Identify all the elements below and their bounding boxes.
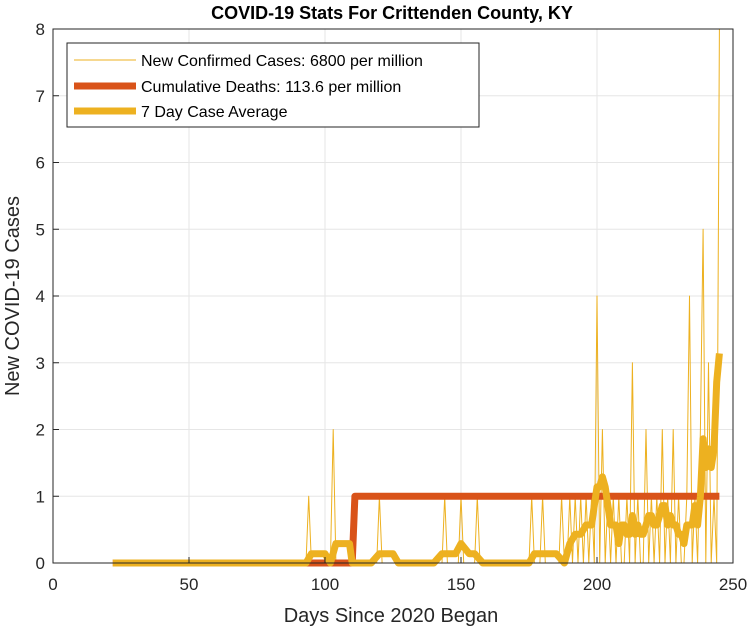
y-tick-label: 6 xyxy=(36,154,45,173)
legend-label-7-day-average: 7 Day Case Average xyxy=(141,104,288,121)
y-tick-label: 4 xyxy=(36,287,45,306)
x-axis-label: Days Since 2020 Began xyxy=(284,605,499,627)
y-tick-label: 2 xyxy=(36,421,45,440)
y-tick-label: 0 xyxy=(36,554,45,573)
chart-title: COVID-19 Stats For Crittenden County, KY xyxy=(211,3,573,23)
x-tick-label: 50 xyxy=(180,575,199,594)
y-tick-label: 8 xyxy=(36,20,45,39)
x-tick-label: 250 xyxy=(719,575,747,594)
axis-ticks: 0 50 100 150 200 250 0 1 2 3 4 5 6 7 8 xyxy=(36,20,748,594)
x-tick-label: 0 xyxy=(48,575,57,594)
y-tick-label: 5 xyxy=(36,220,45,239)
y-axis-label: New COVID-19 Cases xyxy=(2,196,24,396)
x-tick-label: 100 xyxy=(311,575,339,594)
y-tick-label: 7 xyxy=(36,87,45,106)
legend-label-new-cases: New Confirmed Cases: 6800 per million xyxy=(141,53,423,70)
x-tick-label: 150 xyxy=(447,575,475,594)
x-tick-label: 200 xyxy=(583,575,611,594)
y-tick-label: 3 xyxy=(36,354,45,373)
y-tick-label: 1 xyxy=(36,487,45,506)
legend: New Confirmed Cases: 6800 per million Cu… xyxy=(66,42,480,128)
legend-label-cumulative-deaths: Cumulative Deaths: 113.6 per million xyxy=(141,79,401,96)
